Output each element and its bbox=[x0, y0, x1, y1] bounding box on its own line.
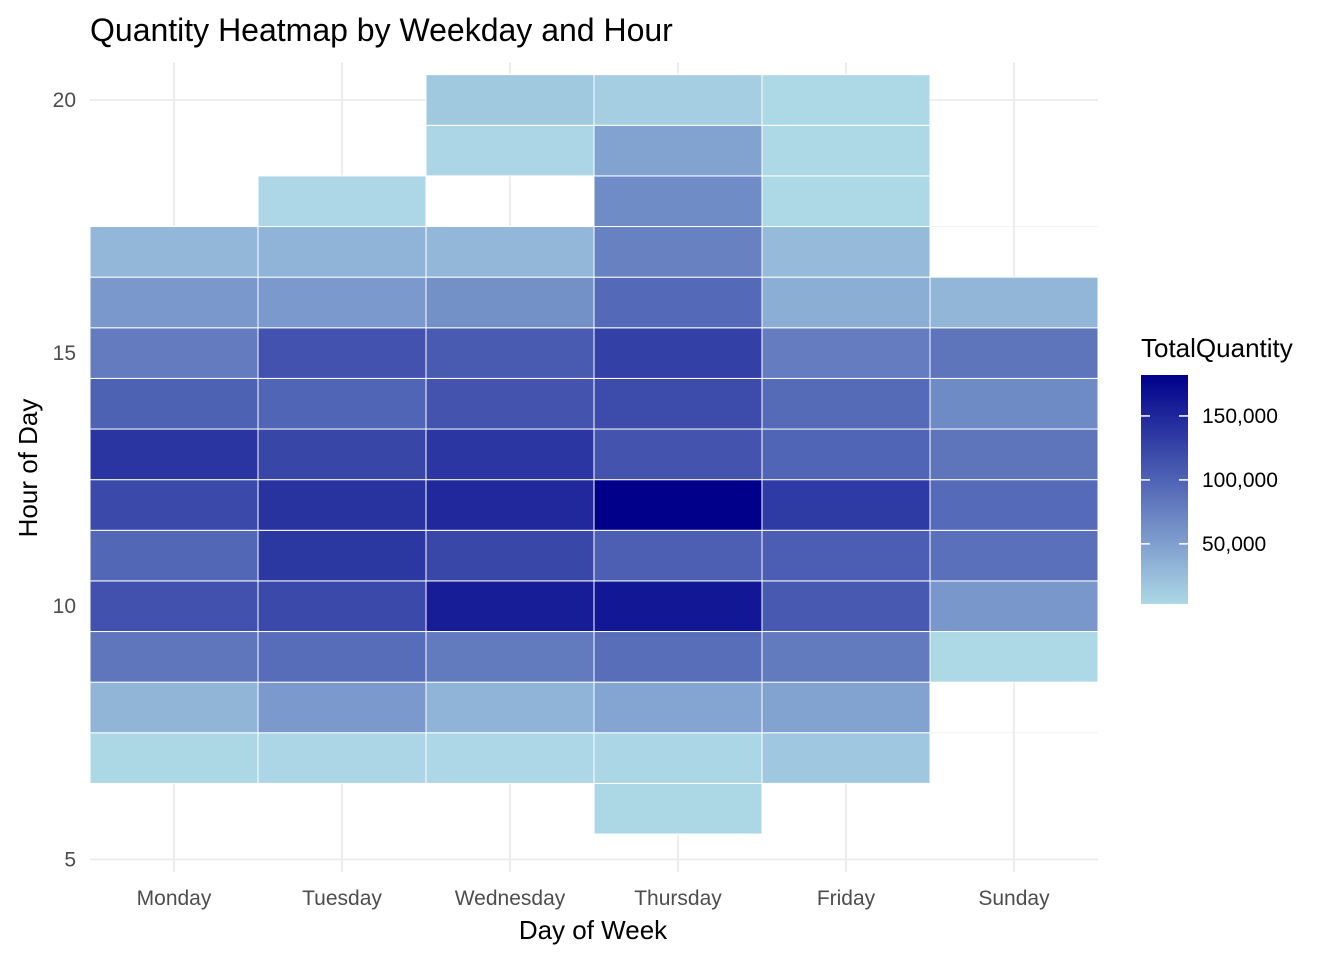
heatmap-cell bbox=[257, 529, 427, 582]
heatmap-cell bbox=[593, 580, 763, 633]
heatmap-cell bbox=[761, 580, 931, 633]
heatmap-cell bbox=[89, 377, 259, 430]
heatmap-cell bbox=[425, 276, 595, 329]
legend-title: TotalQuantity bbox=[1141, 333, 1293, 363]
heatmap-cell bbox=[593, 428, 763, 481]
heatmap-cell bbox=[761, 479, 931, 531]
heatmap-cell bbox=[929, 631, 1099, 683]
heatmap-cell bbox=[761, 175, 931, 228]
heatmap-cell bbox=[425, 226, 595, 278]
heatmap-cell bbox=[761, 529, 931, 582]
chart-title: Quantity Heatmap by Weekday and Hour bbox=[90, 12, 673, 48]
heatmap-cell bbox=[425, 327, 595, 379]
heatmap-cell bbox=[929, 479, 1099, 531]
x-tick-label: Friday bbox=[817, 887, 876, 910]
heatmap-cell bbox=[425, 74, 595, 126]
x-tick-label: Monday bbox=[137, 887, 212, 910]
x-tick-label: Tuesday bbox=[302, 887, 382, 910]
heatmap-cell bbox=[257, 631, 427, 683]
heatmap-cell bbox=[929, 529, 1099, 582]
x-tick-label: Thursday bbox=[634, 887, 722, 910]
x-axis-title: Day of Week bbox=[519, 915, 668, 945]
heatmap-cell bbox=[593, 681, 763, 734]
heatmap-cell bbox=[761, 732, 931, 784]
heatmap-cell bbox=[257, 479, 427, 531]
heatmap-cell bbox=[425, 428, 595, 481]
heatmap-cell bbox=[89, 580, 259, 633]
heatmap-cell bbox=[89, 428, 259, 481]
heatmap-cell bbox=[593, 276, 763, 329]
heatmap-cell bbox=[761, 428, 931, 481]
heatmap-cell bbox=[257, 580, 427, 633]
heatmap-cell bbox=[425, 681, 595, 734]
heatmap-cell bbox=[425, 124, 595, 177]
heatmap-cell bbox=[257, 327, 427, 379]
heatmap-cell bbox=[593, 782, 763, 835]
y-tick-label: 5 bbox=[64, 848, 76, 871]
heatmap-cell bbox=[929, 327, 1099, 379]
heatmap-cell bbox=[425, 631, 595, 683]
heatmap-cell bbox=[89, 631, 259, 683]
heatmap-cell bbox=[257, 175, 427, 228]
heatmap-cell bbox=[761, 74, 931, 126]
heatmap-cell bbox=[593, 479, 763, 531]
heatmap-cell bbox=[761, 631, 931, 683]
heatmap-cell bbox=[425, 580, 595, 633]
heatmap-cell bbox=[593, 631, 763, 683]
heatmap-cell bbox=[761, 226, 931, 278]
heatmap-cell bbox=[593, 124, 763, 177]
heatmap-cell bbox=[89, 732, 259, 784]
heatmap-cell bbox=[929, 377, 1099, 430]
heatmap-cell bbox=[761, 681, 931, 734]
heatmap-cell bbox=[257, 732, 427, 784]
heatmap-cell bbox=[929, 276, 1099, 329]
y-axis-ticks: 5 10 15 20 bbox=[53, 89, 76, 871]
heatmap-cell bbox=[593, 74, 763, 126]
legend-tick-label: 100,000 bbox=[1202, 469, 1278, 492]
heatmap-cell bbox=[761, 377, 931, 430]
heatmap-cell bbox=[89, 479, 259, 531]
heatmap-cell bbox=[89, 529, 259, 582]
legend-tick-label: 50,000 bbox=[1202, 533, 1266, 556]
legend: TotalQuantity 50,000 100,000 150,000 bbox=[1141, 333, 1293, 604]
heatmap-cell bbox=[257, 276, 427, 329]
heatmap-cell bbox=[929, 428, 1099, 481]
y-tick-label: 20 bbox=[53, 89, 76, 112]
heatmap-cell bbox=[257, 226, 427, 278]
heatmap-cell bbox=[593, 226, 763, 278]
heatmap-cell bbox=[761, 124, 931, 177]
y-tick-label: 10 bbox=[53, 595, 76, 618]
legend-tick-label: 150,000 bbox=[1202, 405, 1278, 428]
heatmap-cell bbox=[257, 428, 427, 481]
y-tick-label: 15 bbox=[53, 342, 76, 365]
heatmap-cell bbox=[257, 681, 427, 734]
heatmap-cells bbox=[89, 74, 1099, 835]
legend-colorbar bbox=[1141, 375, 1188, 604]
heatmap-cell bbox=[425, 732, 595, 784]
heatmap-cell bbox=[89, 276, 259, 329]
y-axis-title: Hour of Day bbox=[13, 399, 43, 538]
heatmap-cell bbox=[761, 276, 931, 329]
heatmap-cell bbox=[425, 377, 595, 430]
heatmap-cell bbox=[257, 377, 427, 430]
heatmap-cell bbox=[593, 327, 763, 379]
heatmap-cell bbox=[89, 681, 259, 734]
heatmap-cell bbox=[593, 732, 763, 784]
x-tick-label: Sunday bbox=[978, 887, 1050, 910]
heatmap-cell bbox=[425, 529, 595, 582]
heatmap-cell bbox=[593, 377, 763, 430]
heatmap-cell bbox=[89, 327, 259, 379]
x-axis-ticks: Monday Tuesday Wednesday Thursday Friday Sund… bbox=[137, 887, 1050, 910]
x-tick-label: Wednesday bbox=[455, 887, 566, 910]
heatmap-cell bbox=[89, 226, 259, 278]
heatmap-cell bbox=[593, 175, 763, 228]
heatmap-cell bbox=[425, 479, 595, 531]
heatmap-cell bbox=[929, 580, 1099, 633]
heatmap-cell bbox=[761, 327, 931, 379]
heatmap-cell bbox=[593, 529, 763, 582]
